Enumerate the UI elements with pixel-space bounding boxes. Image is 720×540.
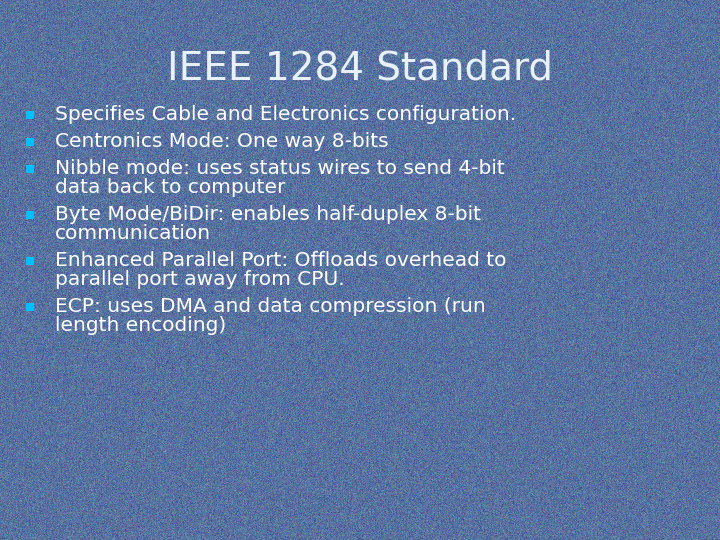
Text: data back to computer: data back to computer [55,178,285,197]
Text: Byte Mode/BiDir: enables half-duplex 8-bit: Byte Mode/BiDir: enables half-duplex 8-b… [55,205,481,224]
Text: parallel port away from CPU.: parallel port away from CPU. [55,270,345,289]
Bar [26,111,34,118]
Bar [26,165,34,172]
Text: Enhanced Parallel Port: Offloads overhead to: Enhanced Parallel Port: Offloads overhea… [55,251,506,270]
Bar [26,302,34,310]
Text: Nibble mode: uses status wires to send 4-bit: Nibble mode: uses status wires to send 4… [55,159,505,178]
Text: ECP: uses DMA and data compression (run: ECP: uses DMA and data compression (run [55,297,486,316]
Text: communication: communication [55,224,211,243]
Bar [26,138,34,145]
Bar [26,256,34,265]
Bar [26,211,34,219]
Text: Centronics Mode: One way 8-bits: Centronics Mode: One way 8-bits [55,132,389,151]
Text: Specifies Cable and Electronics configuration.: Specifies Cable and Electronics configur… [55,105,516,124]
Text: length encoding): length encoding) [55,316,226,335]
Text: IEEE 1284 Standard: IEEE 1284 Standard [167,50,553,88]
